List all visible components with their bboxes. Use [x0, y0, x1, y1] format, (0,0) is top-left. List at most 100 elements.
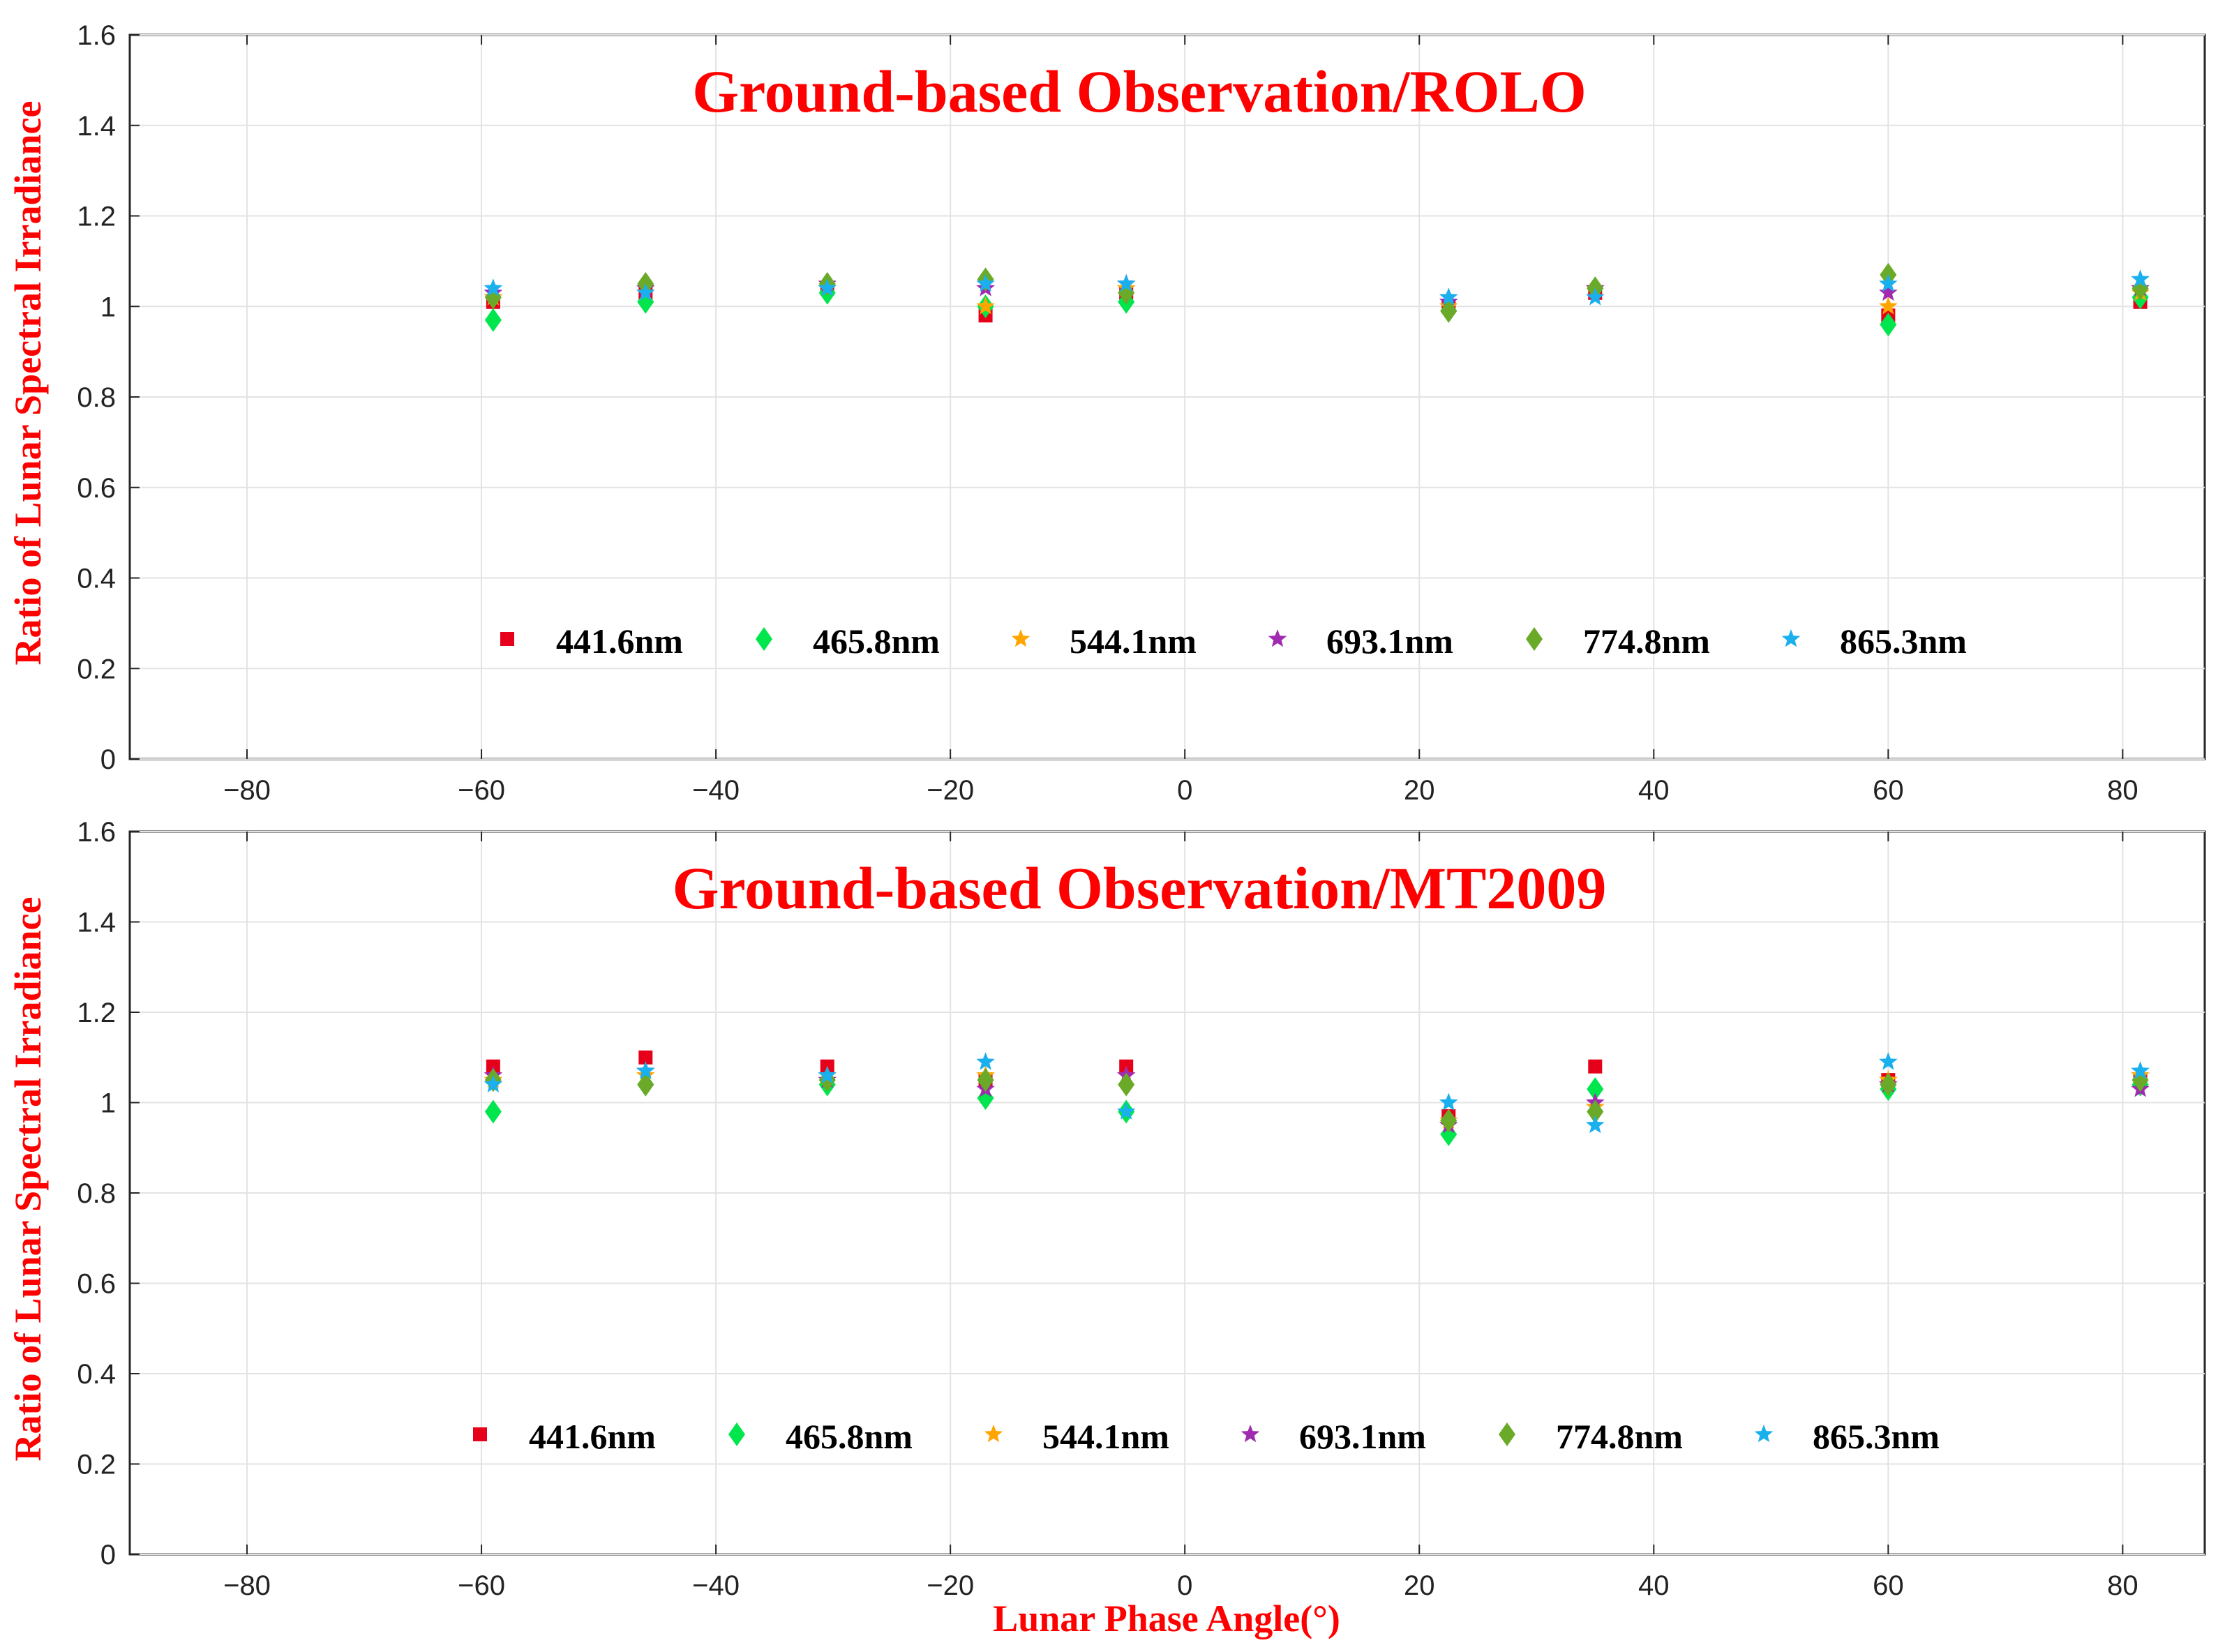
- x-tick-label: 0: [1177, 775, 1192, 806]
- data-point: [1879, 1052, 1898, 1070]
- y-tick-label: 0.8: [77, 382, 116, 413]
- x-tick-label: 60: [1873, 1570, 1904, 1601]
- x-tick-label: −60: [458, 1570, 505, 1601]
- data-point: [637, 1072, 654, 1097]
- data-point: [818, 278, 837, 296]
- data-points: [484, 1050, 2150, 1146]
- data-points: [484, 262, 2150, 337]
- data-point: [484, 278, 503, 296]
- legend: 441.6nm 465.8nm 544.1nm 693.1nm 774.8nm 865.3…: [500, 622, 1967, 661]
- legend-label: 774.8nm: [1556, 1417, 1683, 1456]
- data-point: [976, 1052, 995, 1070]
- x-tick-label: 20: [1404, 1570, 1435, 1601]
- grid: [130, 34, 2205, 760]
- data-point: [636, 1061, 655, 1079]
- data-point: [1440, 299, 1458, 323]
- legend-label: 774.8nm: [1583, 622, 1710, 661]
- x-tick-label: −80: [223, 1570, 271, 1601]
- chart-title: Ground-based Observation/MT2009: [673, 855, 1607, 922]
- y-tick-label: 0: [100, 744, 116, 775]
- legend-label: 544.1nm: [1070, 622, 1197, 661]
- y-tick-label: 0.2: [77, 654, 116, 684]
- data-point: [1586, 287, 1605, 306]
- legend-marker: [1268, 629, 1287, 647]
- data-point: [976, 273, 995, 292]
- y-tick-label: 0.2: [77, 1450, 116, 1480]
- data-point: [1588, 1059, 1603, 1074]
- x-tick-labels: −80 −60 −40 −20 0 20 40 60 80: [223, 775, 2138, 806]
- x-tick-label: −40: [692, 1570, 740, 1601]
- data-point: [976, 296, 995, 315]
- data-point: [1439, 1092, 1458, 1111]
- grid: [130, 831, 2205, 1555]
- x-tick-label: −60: [458, 775, 505, 806]
- x-tick-label: 20: [1404, 775, 1435, 806]
- y-tick-label: 1.4: [77, 111, 116, 142]
- legend-marker: [1241, 1425, 1260, 1443]
- data-point: [977, 1068, 994, 1092]
- legend-label: 544.1nm: [1042, 1417, 1169, 1456]
- legend-label: 865.3nm: [1813, 1417, 1940, 1456]
- y-tick-label: 1.2: [77, 998, 116, 1028]
- legend-marker: [473, 1427, 487, 1441]
- data-point: [1587, 1077, 1604, 1102]
- legend-marker: [1781, 629, 1801, 647]
- y-tick-label: 1.2: [77, 202, 116, 232]
- data-point: [2131, 1061, 2150, 1079]
- x-tick-label: 40: [1638, 1570, 1670, 1601]
- x-tick-label: −20: [927, 1570, 974, 1601]
- x-tick-label: 80: [2107, 1570, 2138, 1601]
- data-point: [1587, 1099, 1604, 1124]
- y-tick-labels: 0 0.2 0.4 0.6 0.8 1 1.2 1.4 1.6: [77, 20, 116, 775]
- data-point: [1586, 1115, 1605, 1134]
- x-tick-label: 80: [2107, 775, 2138, 806]
- rolo-panel: 0 0.2 0.4 0.6 0.8 1 1.2 1.4 1.6 −80 −60 −40 −20 0 20 4…: [7, 20, 2206, 806]
- data-point: [1879, 283, 1898, 301]
- data-point: [1116, 1102, 1136, 1120]
- legend-label: 465.8nm: [786, 1417, 913, 1456]
- data-point: [818, 1065, 837, 1083]
- legend-label: 465.8nm: [813, 622, 940, 661]
- data-point: [484, 1099, 502, 1124]
- y-tick-label: 0.4: [77, 564, 116, 594]
- chart-title: Ground-based Observation/ROLO: [692, 58, 1586, 125]
- y-tick-label: 0.8: [77, 1178, 116, 1209]
- x-tick-label: 60: [1873, 775, 1904, 806]
- data-point: [1880, 1072, 1897, 1097]
- y-tick-label: 1.6: [77, 817, 116, 848]
- data-point: [636, 283, 655, 301]
- legend-marker: [1499, 1422, 1515, 1446]
- data-point: [1439, 287, 1458, 306]
- data-point: [1118, 1072, 1135, 1097]
- data-point: [2131, 269, 2150, 287]
- data-point: [484, 308, 502, 332]
- x-axis-label: Lunar Phase Angle(°): [993, 1598, 1340, 1639]
- legend-marker: [728, 1422, 745, 1446]
- data-point: [1880, 313, 1897, 337]
- legend-marker: [1011, 629, 1031, 647]
- x-tick-label: −80: [223, 775, 271, 806]
- legend: 441.6nm 465.8nm 544.1nm 693.1nm 774.8nm 865.3…: [473, 1417, 1940, 1456]
- legend-label: 693.1nm: [1326, 622, 1453, 661]
- legend-marker: [1526, 627, 1543, 651]
- data-point: [638, 1050, 653, 1065]
- y-tick-label: 1: [100, 292, 116, 322]
- legend-marker: [756, 627, 772, 651]
- y-tick-label: 0.4: [77, 1359, 116, 1390]
- legend-label: 693.1nm: [1299, 1417, 1426, 1456]
- x-tick-label: −20: [927, 775, 974, 806]
- data-point: [1879, 273, 1898, 292]
- y-axis-label: Ratio of Lunar Spectral Irradiance: [7, 897, 49, 1462]
- data-point: [1116, 273, 1136, 292]
- y-tick-labels: 0 0.2 0.4 0.6 0.8 1 1.2 1.4 1.6: [77, 817, 116, 1570]
- x-tick-label: −40: [692, 775, 740, 806]
- legend-marker: [1754, 1425, 1774, 1443]
- x-tick-labels: −80 −60 −40 −20 0 20 40 60 80: [223, 1570, 2138, 1601]
- y-tick-label: 0.6: [77, 473, 116, 504]
- x-tick-label: 40: [1638, 775, 1670, 806]
- mt2009-panel: 0 0.2 0.4 0.6 0.8 1 1.2 1.4 1.6 −80 −60 −40 −20 0 20 4…: [7, 817, 2206, 1639]
- legend-label: 441.6nm: [556, 622, 683, 661]
- x-tick-label: 0: [1177, 1570, 1192, 1601]
- data-point: [1879, 296, 1898, 315]
